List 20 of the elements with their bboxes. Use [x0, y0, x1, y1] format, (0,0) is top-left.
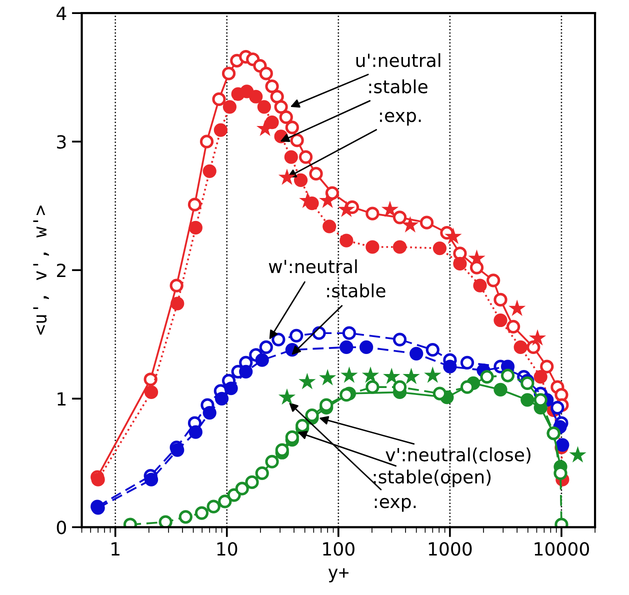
x-axis-title: y+	[328, 568, 348, 582]
x-tick-label: 1000	[428, 542, 472, 556]
x-tick-label: 1	[112, 542, 120, 556]
y-tick-label: 2	[57, 264, 66, 277]
x-tick-label: 10	[217, 542, 238, 556]
annotation: :exp.	[374, 498, 416, 512]
annotation: u':neutral	[356, 53, 440, 68]
x-tick-label: 10000	[534, 542, 589, 556]
annotation: :stable(open)	[374, 470, 491, 488]
y-tick-label: 4	[56, 6, 66, 20]
annotation: :stable	[327, 284, 386, 298]
y-tick-label: 1	[58, 392, 66, 406]
annotation: :exp.	[380, 112, 421, 126]
annotation: :stable	[369, 79, 428, 94]
x-tick-label: 100	[323, 542, 354, 556]
y-axis-title: <u', v', w'>	[33, 206, 49, 335]
annotation: w':neutral	[268, 259, 357, 274]
y-tick-label: 3	[57, 135, 66, 149]
annotation: v':neutral(close)	[386, 447, 530, 464]
y-tick-label: 0	[56, 520, 66, 534]
